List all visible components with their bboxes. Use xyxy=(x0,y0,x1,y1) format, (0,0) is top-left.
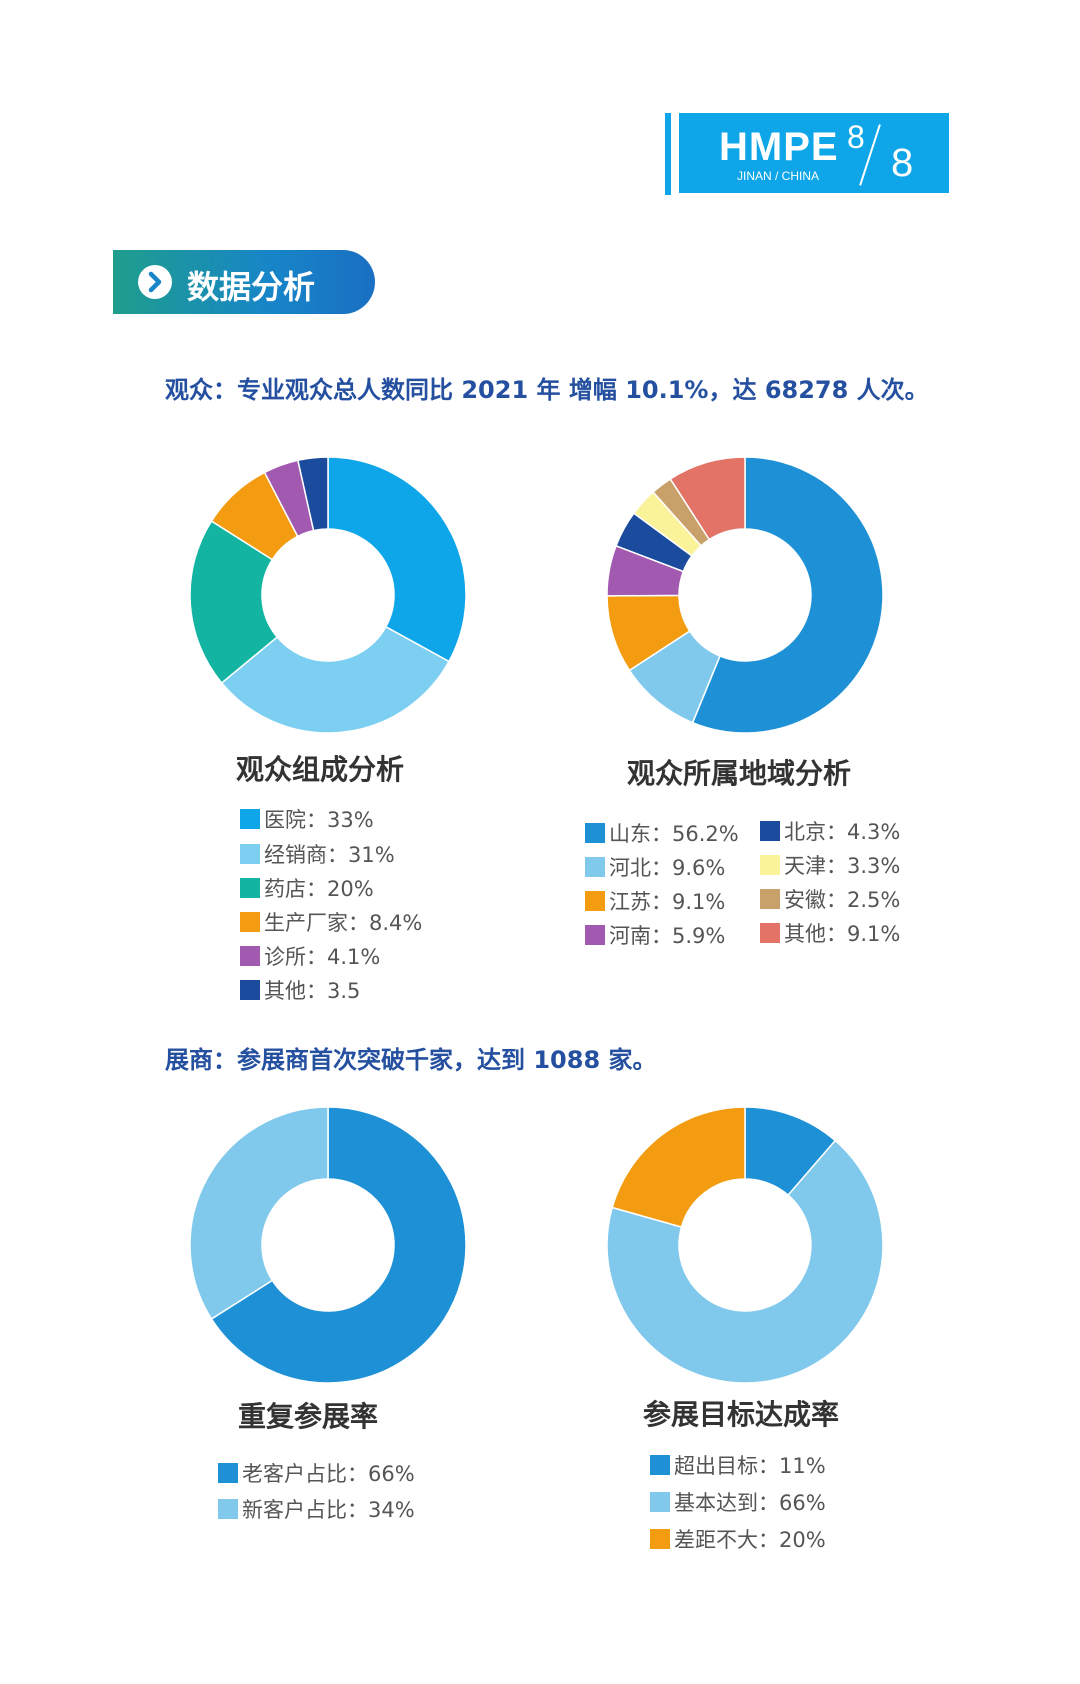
legend-label: 超出目标：11% xyxy=(674,1454,826,1478)
donut-slice-其他 xyxy=(297,456,329,532)
legend-swatch xyxy=(585,857,605,877)
legend-label: 药店：20% xyxy=(264,877,374,901)
legend-swatch xyxy=(650,1492,670,1512)
legend-swatch xyxy=(585,823,605,843)
legend-item: 老客户占比：66% xyxy=(218,1458,415,1488)
legend-label: 其他：9.1% xyxy=(784,922,901,946)
legend-item: 河北：9.6% xyxy=(585,852,725,882)
legend-label: 诊所：4.1% xyxy=(264,945,381,969)
legend-item: 天津：3.3% xyxy=(760,850,900,880)
legend-item: 江苏：9.1% xyxy=(585,886,725,916)
legend-item: 超出目标：11% xyxy=(650,1450,826,1480)
chart-title-audience-composition: 观众组成分析 xyxy=(236,753,405,786)
legend-item: 其他：9.1% xyxy=(760,918,900,948)
legend-swatch xyxy=(240,844,260,864)
donut-slice-医院 xyxy=(327,456,467,663)
legend-item: 药店：20% xyxy=(240,873,374,903)
donut-slice-山东 xyxy=(691,456,884,734)
logo-subtitle: JINAN / CHINA xyxy=(737,169,820,183)
page-number: 8 xyxy=(847,119,865,155)
legend-swatch xyxy=(650,1529,670,1549)
chart-title-audience-region: 观众所属地域分析 xyxy=(627,757,852,790)
legend-item: 新客户占比：34% xyxy=(218,1494,415,1524)
legend-label: 医院：33% xyxy=(264,808,374,832)
chart-audience-region xyxy=(605,455,885,735)
legend-label: 江苏：9.1% xyxy=(609,890,726,914)
legend-label: 天津：3.3% xyxy=(784,854,901,878)
legend-swatch xyxy=(760,821,780,841)
chart-title-repeat-exhibitor-rate: 重复参展率 xyxy=(238,1400,379,1433)
legend-swatch xyxy=(240,878,260,898)
donut-slice-老客户占比 xyxy=(210,1106,467,1384)
legend-item: 北京：4.3% xyxy=(760,816,900,846)
legend-item: 山东：56.2% xyxy=(585,818,739,848)
legend-item: 差距不大：20% xyxy=(650,1524,826,1554)
logo-title: HMPE xyxy=(719,125,839,169)
donut-slice-其他 xyxy=(669,456,746,541)
exhibitor-headline: 展商：参展商首次突破千家，达到 1088 家。 xyxy=(165,1046,657,1074)
legend-swatch xyxy=(240,946,260,966)
chevron-right-icon xyxy=(138,265,172,299)
section-banner: 数据分析 xyxy=(113,250,375,314)
legend-swatch xyxy=(585,891,605,911)
legend-swatch xyxy=(240,980,260,1000)
donut-slice-经销商 xyxy=(220,625,450,734)
legend-label: 差距不大：20% xyxy=(674,1528,826,1552)
hmpe-logo: HMPE JINAN / CHINA 8 8 xyxy=(679,113,949,193)
donut-slice-基本达到 xyxy=(606,1139,884,1384)
chart-title-goal-achievement-rate: 参展目标达成率 xyxy=(643,1398,840,1431)
legend-label: 河南：5.9% xyxy=(609,924,726,948)
chart-repeat-exhibitor-rate xyxy=(188,1105,468,1385)
legend-swatch xyxy=(240,912,260,932)
legend-item: 诊所：4.1% xyxy=(240,941,380,971)
legend-swatch xyxy=(585,925,605,945)
legend-item: 生产厂家：8.4% xyxy=(240,907,422,937)
chart-goal-achievement-rate xyxy=(605,1105,885,1385)
legend-swatch xyxy=(760,923,780,943)
page-total: 8 xyxy=(891,141,914,185)
legend-label: 老客户占比：66% xyxy=(242,1462,415,1486)
section-title: 数据分析 xyxy=(187,268,316,306)
legend-label: 其他：3.5 xyxy=(264,979,361,1003)
logo-accent-bar xyxy=(665,113,671,195)
legend-label: 经销商：31% xyxy=(264,843,395,867)
legend-label: 北京：4.3% xyxy=(784,820,901,844)
legend-swatch xyxy=(760,889,780,909)
legend-item: 河南：5.9% xyxy=(585,920,725,950)
legend-label: 基本达到：66% xyxy=(674,1491,826,1515)
legend-label: 河北：9.6% xyxy=(609,856,726,880)
legend-item: 基本达到：66% xyxy=(650,1487,826,1517)
legend-item: 经销商：31% xyxy=(240,839,395,869)
legend-label: 新客户占比：34% xyxy=(242,1498,415,1522)
legend-label: 山东：56.2% xyxy=(609,822,739,846)
donut-slice-新客户占比 xyxy=(189,1106,329,1320)
legend-label: 安徽：2.5% xyxy=(784,888,901,912)
legend-swatch xyxy=(760,855,780,875)
legend-item: 医院：33% xyxy=(240,804,374,834)
chart-audience-composition xyxy=(188,455,468,735)
legend-swatch xyxy=(240,809,260,829)
donut-slice-药店 xyxy=(189,520,279,685)
donut-slice-差距不大 xyxy=(611,1106,746,1228)
legend-swatch xyxy=(218,1499,238,1519)
legend-swatch xyxy=(650,1455,670,1475)
legend-swatch xyxy=(218,1463,238,1483)
legend-item: 其他：3.5 xyxy=(240,975,360,1005)
legend-item: 安徽：2.5% xyxy=(760,884,900,914)
audience-headline: 观众：专业观众总人数同比 2021 年 增幅 10.1%，达 68278 人次。 xyxy=(165,376,929,404)
legend-label: 生产厂家：8.4% xyxy=(264,911,423,935)
